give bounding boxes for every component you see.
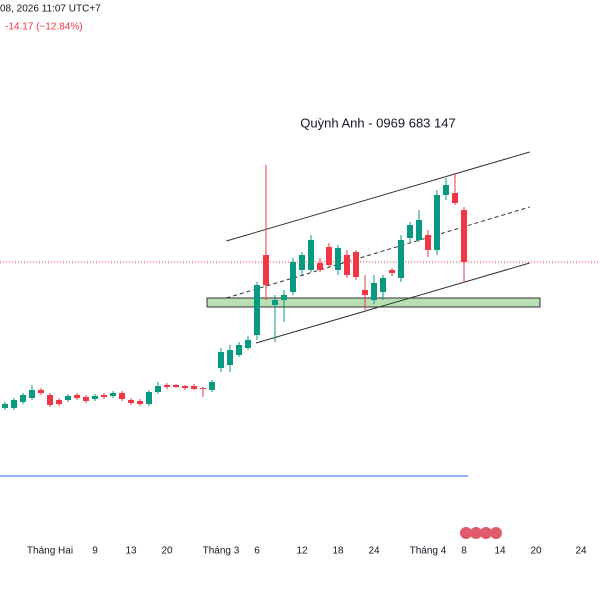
candle-body [20, 395, 26, 402]
candle-body [101, 395, 107, 397]
candle-body [218, 352, 224, 368]
candle-body [434, 195, 440, 250]
candle-body [146, 392, 152, 404]
candle-body [362, 290, 368, 295]
events [460, 527, 502, 539]
event-icon [460, 527, 472, 539]
x-tick-label: 12 [296, 546, 308, 557]
candle-body [452, 193, 458, 203]
candle-body [92, 396, 98, 399]
candle-body [164, 385, 170, 387]
header: 08, 2026 11:07 UTC+7 [0, 4, 101, 15]
x-tick-label: 20 [161, 546, 173, 557]
candle-body [119, 393, 125, 399]
candle-body [353, 252, 359, 277]
candle-body [173, 385, 179, 387]
x-tick-label: 20 [530, 546, 542, 557]
candle-body [461, 210, 467, 262]
candle-body [389, 270, 395, 273]
x-tick-label: 8 [461, 546, 467, 557]
candle-body [308, 240, 314, 270]
candle-body [398, 240, 404, 278]
candle-body [254, 285, 260, 335]
candle-body [56, 400, 62, 404]
candle-body [11, 400, 17, 408]
candle-body [290, 262, 296, 292]
x-tick-label: 9 [92, 546, 98, 557]
candle-body [245, 340, 251, 348]
candle-body [425, 235, 431, 250]
candle-body [272, 300, 278, 305]
candle-body [443, 185, 449, 195]
candle-body [2, 404, 8, 408]
candle-body [407, 225, 413, 238]
x-tick-label: Tháng 3 [203, 546, 240, 557]
candle-body [110, 393, 116, 396]
candle-body [182, 386, 188, 388]
candle-body [83, 397, 89, 401]
x-tick-label: 24 [575, 546, 587, 557]
annotation: Quỳnh Anh - 0969 683 147 [300, 115, 455, 130]
event-icon [470, 527, 482, 539]
candle-body [263, 255, 269, 285]
x-tick-label: 18 [332, 546, 344, 557]
candle-body [227, 350, 233, 365]
x-tick-label: 6 [254, 546, 260, 557]
candle-body [128, 400, 134, 403]
candle-body [344, 255, 350, 275]
candle-body [47, 395, 53, 405]
candle-body [191, 386, 197, 389]
candle-body [65, 396, 71, 400]
x-tick-label: Tháng 4 [410, 546, 447, 557]
candle-body [209, 382, 215, 390]
candle-body [299, 255, 305, 270]
change: -14.17 (−12.84%) [5, 22, 83, 33]
candle-body [380, 278, 386, 292]
candle-body [371, 283, 377, 300]
candle-body [38, 390, 44, 393]
candle-body [29, 390, 35, 398]
candle-body [236, 345, 242, 355]
channel-line [226, 206, 530, 299]
candle-body [155, 386, 161, 392]
channel-line [226, 151, 530, 242]
candle-body [317, 263, 323, 270]
x-tick-label: Tháng Hai [27, 546, 73, 557]
x-tick-label: 14 [494, 546, 506, 557]
candle-body [74, 395, 80, 398]
candle-body [416, 220, 422, 240]
candle-body [281, 295, 287, 300]
x-tick-label: 24 [368, 546, 380, 557]
event-icon [480, 527, 492, 539]
candle-body [326, 247, 332, 265]
x-tick-label: 13 [125, 546, 137, 557]
candle-body [335, 248, 341, 270]
candle-body [200, 388, 206, 389]
event-icon [490, 527, 502, 539]
candle-body [137, 401, 143, 404]
channel-line [255, 262, 530, 344]
